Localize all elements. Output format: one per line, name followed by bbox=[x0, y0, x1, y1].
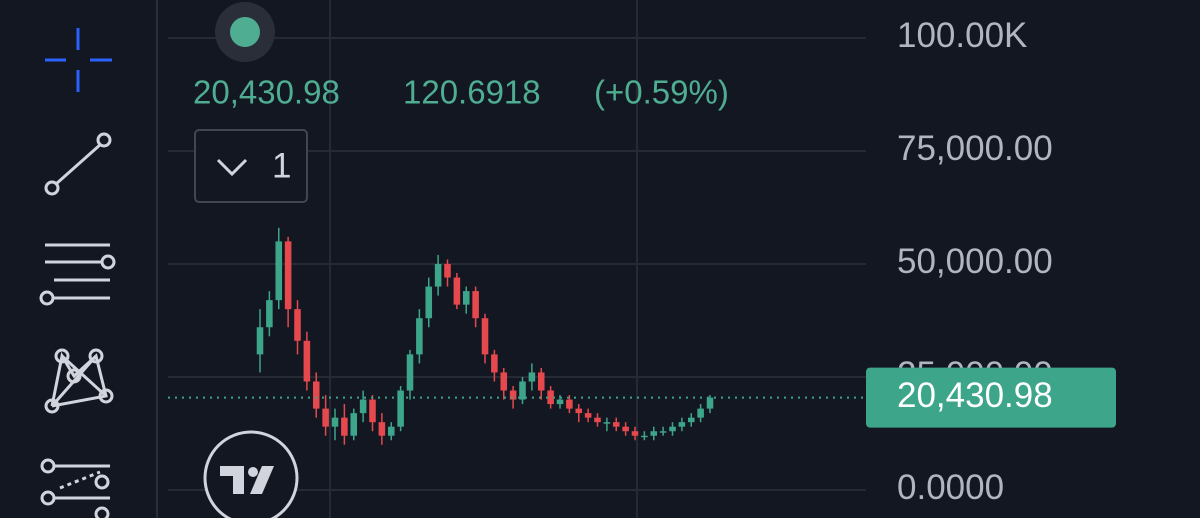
trend-line-tool[interactable] bbox=[44, 132, 112, 196]
candle-body bbox=[275, 241, 283, 301]
candle-body bbox=[406, 354, 414, 391]
candle-body bbox=[556, 399, 564, 405]
toolbar bbox=[39, 0, 158, 518]
candle-body bbox=[612, 422, 620, 427]
candle-body bbox=[359, 399, 367, 414]
candle-body bbox=[669, 426, 676, 432]
candle-body bbox=[416, 318, 423, 355]
y-tick-label: 50,000.00 bbox=[897, 242, 1053, 281]
candle-body bbox=[256, 327, 264, 355]
header-change-pct: (+0.59%) bbox=[594, 74, 729, 111]
candle-body bbox=[575, 408, 583, 414]
last-price-label: 20,430.98 bbox=[897, 376, 1053, 415]
crosshair-tool[interactable] bbox=[45, 28, 112, 92]
candle-body bbox=[678, 422, 686, 427]
last-price-box bbox=[866, 367, 1116, 428]
candle-body bbox=[266, 300, 273, 328]
y-tick-label: 0.0000 bbox=[897, 468, 1004, 507]
candle-body bbox=[547, 390, 554, 405]
candle-body bbox=[584, 413, 592, 418]
candle-body bbox=[566, 399, 573, 409]
candle-body bbox=[462, 291, 470, 305]
indicator-toggle[interactable]: 1 bbox=[194, 129, 308, 203]
horizontal-lines-tool[interactable] bbox=[39, 243, 116, 306]
chevron bbox=[216, 158, 248, 177]
logo[interactable] bbox=[203, 430, 299, 518]
header-price: 20,430.98 bbox=[193, 74, 340, 111]
candle-body bbox=[350, 413, 358, 436]
candle-body bbox=[331, 417, 339, 427]
candle-body bbox=[687, 417, 695, 423]
candle-body bbox=[697, 408, 704, 418]
candle-body bbox=[659, 431, 667, 433]
candle-body bbox=[294, 309, 301, 341]
candle-body bbox=[303, 340, 311, 382]
candle-body bbox=[434, 263, 442, 287]
candle-body bbox=[594, 417, 601, 423]
candle-body bbox=[425, 286, 433, 319]
candle-body bbox=[622, 426, 629, 432]
candle-body bbox=[603, 422, 611, 424]
candle-body bbox=[453, 277, 461, 305]
candle-body bbox=[369, 399, 376, 423]
pattern-tool[interactable] bbox=[44, 348, 114, 414]
candle-body bbox=[528, 372, 536, 382]
candle-body bbox=[378, 422, 386, 436]
y-tick-label: 100.00K bbox=[897, 16, 1027, 55]
y-tick-label: 75,000.00 bbox=[897, 129, 1053, 168]
candle-body bbox=[491, 354, 498, 373]
candle-body bbox=[706, 397, 714, 409]
candle-body bbox=[641, 435, 648, 438]
fib-tool[interactable] bbox=[40, 458, 110, 518]
candle-body bbox=[312, 381, 320, 409]
toggle-count: 1 bbox=[272, 146, 291, 185]
candle-body bbox=[509, 390, 517, 400]
candle-body bbox=[341, 417, 348, 436]
candle-body bbox=[322, 408, 329, 427]
candle-body bbox=[284, 241, 292, 310]
candle-body bbox=[519, 381, 526, 400]
candle-body bbox=[387, 426, 395, 436]
candle-body bbox=[397, 390, 404, 427]
candle-body bbox=[650, 431, 658, 436]
toggle-box[interactable] bbox=[194, 129, 308, 203]
status-dot bbox=[230, 17, 260, 47]
candle-body bbox=[444, 263, 451, 278]
candle-body bbox=[500, 372, 508, 391]
header-change: 120.6918 bbox=[403, 74, 541, 111]
candle-body bbox=[481, 318, 489, 355]
candle-body bbox=[472, 291, 479, 319]
candle-body bbox=[631, 431, 639, 436]
candle-body bbox=[537, 372, 545, 391]
